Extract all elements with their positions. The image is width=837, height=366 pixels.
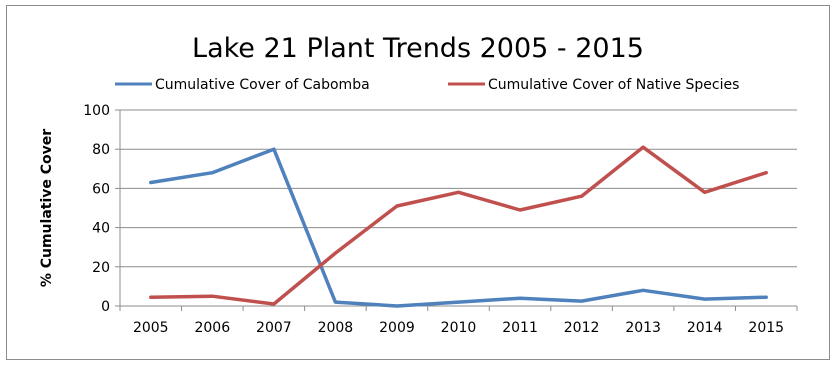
series-line-1	[149, 145, 768, 306]
axes	[119, 110, 797, 307]
x-tick-label: 2009	[379, 320, 415, 336]
data-point	[210, 294, 214, 298]
x-tick-label: 2008	[318, 320, 354, 336]
data-point	[457, 300, 460, 304]
data-point	[580, 194, 584, 198]
data-point	[641, 288, 645, 292]
x-tick-label: 2005	[133, 320, 169, 336]
data-point	[580, 299, 584, 303]
data-point	[764, 295, 768, 299]
data-point	[703, 297, 707, 301]
legend: Cumulative Cover of Cabomba Cumulative C…	[115, 77, 739, 93]
data-point	[149, 181, 153, 185]
gridlines	[120, 109, 797, 268]
x-tick-label: 2013	[625, 320, 661, 336]
y-tick-label: 40	[92, 221, 110, 237]
data-point	[149, 295, 153, 299]
y-tick-label: 0	[101, 299, 110, 315]
y-tick-label: 60	[92, 181, 110, 197]
data-point	[764, 171, 768, 175]
data-point	[395, 204, 399, 208]
data-point	[272, 302, 276, 306]
x-tick-label: 2011	[502, 320, 538, 336]
x-tick-label: 2012	[564, 320, 600, 336]
y-tick-label: 20	[92, 260, 110, 276]
x-tick-label: 2015	[748, 320, 784, 336]
x-tick-label: 2010	[441, 320, 477, 336]
data-point	[333, 300, 337, 304]
legend-label-cabomba: Cumulative Cover of Cabomba	[155, 77, 370, 93]
legend-label-native: Cumulative Cover of Native Species	[488, 77, 739, 93]
y-axis-label: % Cumulative Cover	[39, 129, 55, 287]
data-point	[333, 251, 337, 255]
x-tick-label: 2014	[687, 320, 723, 336]
data-point	[210, 171, 214, 175]
data-point	[457, 190, 460, 194]
data-point	[395, 304, 399, 308]
x-axis-ticks: 2005 2006 2007 2008 2009 2010 2011 2012 2013 2014…	[119, 306, 798, 336]
x-tick-label: 2007	[256, 320, 292, 336]
series-lines	[149, 145, 768, 308]
data-point	[703, 190, 707, 194]
y-tick-label: 80	[92, 142, 110, 158]
data-point	[518, 208, 522, 212]
data-point	[272, 147, 276, 151]
data-point	[518, 296, 522, 300]
chart-title: Lake 21 Plant Trends 2005 - 2015	[192, 33, 644, 64]
y-tick-label: 100	[83, 103, 110, 119]
y-axis-ticks: 0 20 40 60 80 100	[83, 103, 120, 315]
data-point	[641, 145, 645, 149]
x-tick-label: 2006	[194, 320, 230, 336]
